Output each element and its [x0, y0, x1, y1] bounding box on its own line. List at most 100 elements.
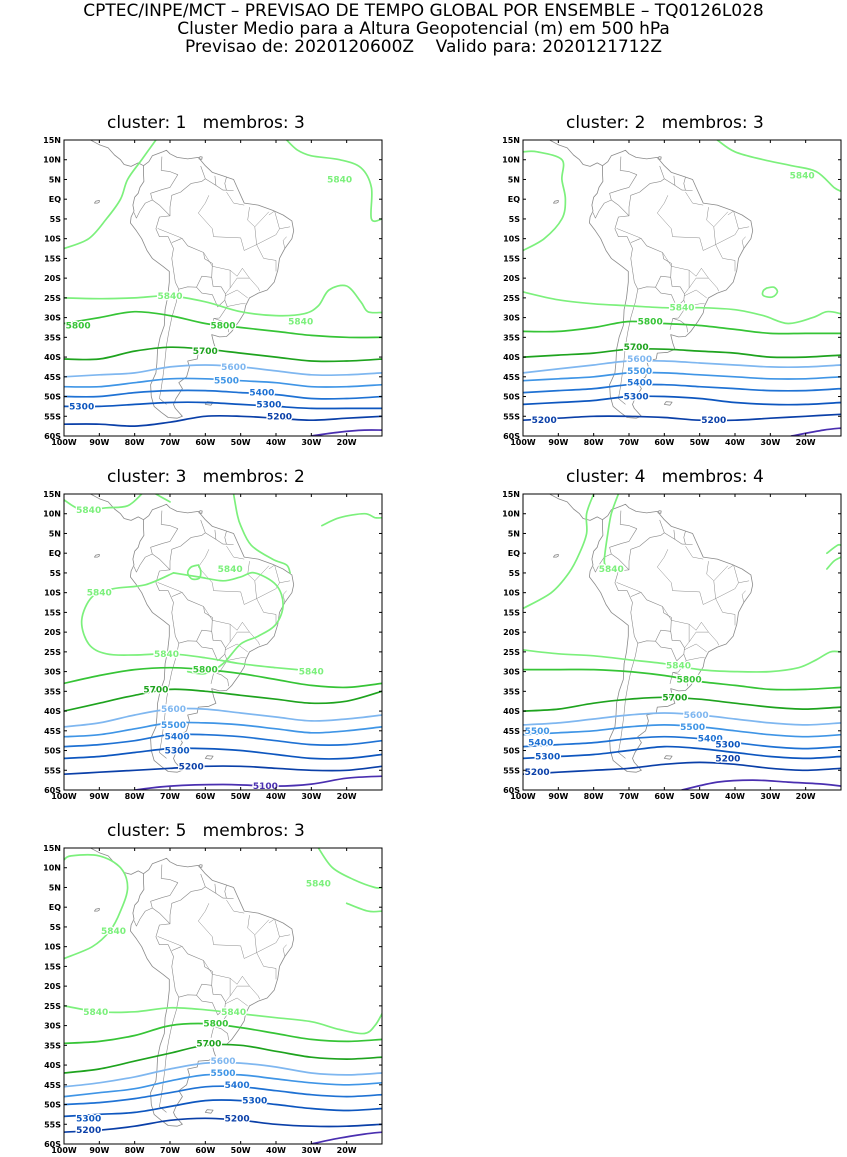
country-border	[611, 553, 630, 571]
lat-tick-label: 10N	[43, 156, 61, 165]
lon-tick-label: 40W	[725, 438, 745, 447]
country-border	[214, 175, 217, 186]
state-border	[713, 211, 729, 227]
contour-line-5400	[523, 383, 841, 394]
contour-line-5840	[716, 140, 841, 193]
contour-line-5300	[64, 401, 382, 410]
country-border	[618, 643, 639, 759]
contour-label: 5700	[624, 343, 649, 353]
contour-line-5840	[603, 494, 620, 568]
coastline-layer	[89, 140, 295, 419]
contour-line-5200	[64, 765, 382, 776]
lat-tick-label: EQ	[49, 903, 61, 912]
country-border	[159, 289, 180, 405]
state-border	[701, 622, 719, 646]
contour-label: 5800	[638, 318, 663, 328]
country-border	[659, 519, 665, 533]
contour-line-5800	[64, 666, 382, 689]
country-border	[683, 177, 686, 191]
contour-label: 5300	[165, 747, 190, 757]
contour-label: 5840	[221, 1008, 246, 1018]
contour-line-5100	[310, 429, 382, 436]
lat-tick-label: 45S	[503, 373, 520, 382]
contour-line-5840	[317, 848, 382, 889]
lat-tick-label: 10S	[44, 589, 61, 598]
contour-label: 5700	[196, 1039, 221, 1049]
lat-tick-label: 50S	[503, 747, 520, 756]
lon-tick-label: 30W	[301, 438, 321, 447]
contour-label: 5200	[532, 416, 557, 426]
lon-tick-label: 60W	[195, 1146, 215, 1155]
island-outline	[663, 755, 673, 760]
contour-label: 5300	[624, 393, 649, 403]
lat-tick-label: 5S	[509, 215, 521, 224]
country-border	[150, 510, 179, 555]
plot-frame	[63, 847, 383, 1145]
lat-tick-label: 20S	[44, 628, 61, 637]
country-border	[200, 165, 206, 179]
lon-tick-label: 30W	[301, 1146, 321, 1155]
contour-labels: 5840 5840 5840 5840 5800 5700 5600 5500 5400 5300…	[75, 878, 332, 1137]
contour-label: 5840	[157, 292, 182, 302]
state-border	[229, 985, 250, 997]
lat-tick-label: EQ	[508, 549, 520, 558]
lat-tick-label: 15S	[44, 608, 61, 617]
contour-line-5300	[64, 747, 382, 760]
lat-tick-label: 40S	[44, 353, 61, 362]
contour-label: 5500	[627, 367, 652, 377]
state-border	[683, 643, 707, 653]
lon-tick-label: 30W	[301, 792, 321, 801]
state-border	[727, 564, 739, 583]
island-outline	[663, 401, 673, 406]
contour-label: 5200	[76, 1126, 101, 1136]
contour-label: 5600	[684, 711, 709, 721]
lat-tick-label: 40S	[503, 707, 520, 716]
lat-tick-label: 15S	[503, 608, 520, 617]
lon-tick-label: 100W	[510, 438, 536, 447]
central-america-coastline	[548, 494, 603, 521]
header-line-1: CPTEC/INPE/MCT – PREVISAO DE TEMPO GLOBA…	[83, 1, 764, 21]
country-border	[152, 199, 171, 217]
contour-line-5100	[681, 779, 841, 790]
lon-tick-label: 70W	[160, 1146, 180, 1155]
contour-layer	[523, 494, 841, 790]
country-border	[683, 531, 686, 545]
lon-tick-label: 50W	[690, 792, 710, 801]
lon-tick-label: 80W	[584, 438, 604, 447]
lat-tick-label: 35S	[44, 687, 61, 696]
lat-tick-label: 10S	[44, 235, 61, 244]
lat-tick-label: 50S	[44, 393, 61, 402]
contour-line-5840	[523, 150, 567, 252]
contour-line-5200	[523, 761, 841, 776]
contour-line-5600	[523, 359, 841, 374]
island-outline	[198, 510, 203, 514]
lat-tick-label: 5S	[509, 569, 521, 578]
state-border	[268, 918, 280, 937]
lat-tick-label: 60S	[44, 1140, 61, 1149]
lat-tick-label: 5S	[50, 215, 62, 224]
coastline-layer	[548, 140, 754, 419]
contour-label: 5500	[210, 1069, 235, 1079]
contour-label: 5500	[525, 727, 550, 737]
contour-line-5840	[64, 1005, 382, 1035]
lat-tick-label: 15S	[44, 254, 61, 263]
lon-tick-label: 40W	[725, 792, 745, 801]
lat-tick-label: 5N	[508, 529, 520, 538]
lat-tick-label: 55S	[503, 766, 520, 775]
state-border	[198, 549, 245, 605]
plot-frame	[63, 493, 383, 791]
island-outline	[204, 755, 214, 760]
map-panel-5: 5840 5840 5840 5840 5800 5700 5600 5500 5400 5300…	[43, 844, 383, 1155]
state-border	[242, 622, 260, 646]
contour-line-5600	[523, 712, 841, 726]
contour-label: 5400	[627, 379, 652, 389]
contour-label: 5600	[221, 363, 246, 373]
plot-area	[64, 494, 382, 790]
state-border	[685, 545, 704, 560]
country-border	[214, 883, 217, 894]
state-border	[242, 268, 260, 292]
contour-line-5700	[64, 688, 382, 712]
state-border	[198, 903, 245, 959]
country-border	[609, 510, 638, 555]
contour-line-5840	[186, 564, 202, 581]
